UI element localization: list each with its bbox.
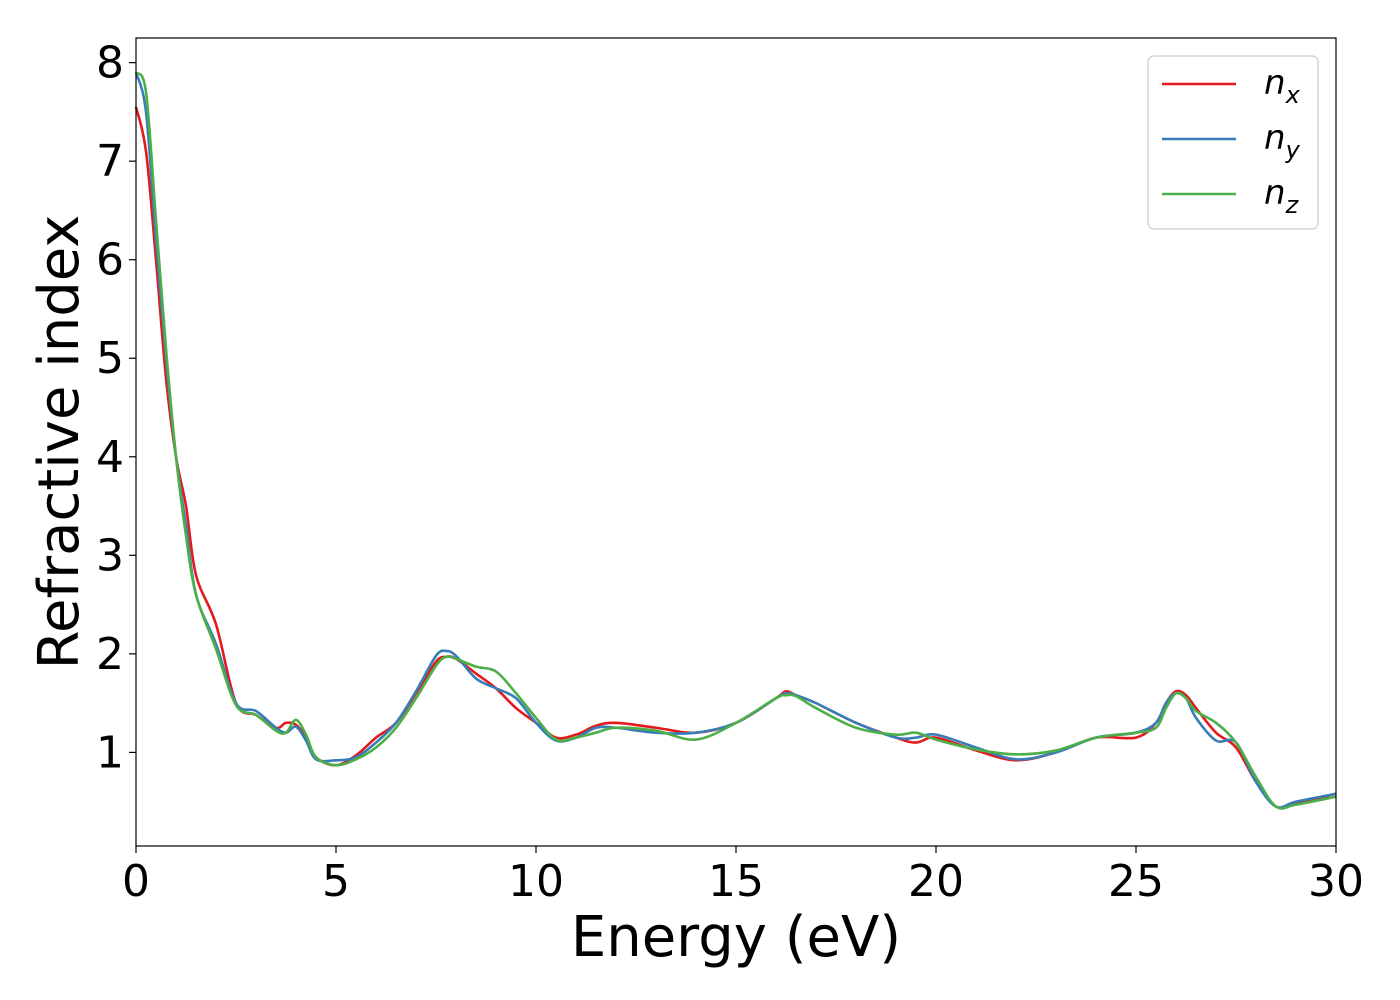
y-axis-ticks: 1 2 3 4 5 6 7 8 (96, 38, 136, 778)
y-tick-label: 7 (96, 136, 124, 187)
x-axis-ticks: 0 5 10 15 20 25 30 (122, 846, 1364, 907)
x-tick-label: 5 (322, 856, 350, 907)
y-tick-label: 6 (96, 235, 124, 286)
x-tick-label: 20 (908, 856, 964, 907)
y-tick-label: 4 (96, 432, 124, 483)
x-tick-label: 10 (508, 856, 564, 907)
y-tick-label: 2 (96, 629, 124, 680)
x-tick-label: 30 (1308, 856, 1364, 907)
legend-subscript: z (1285, 191, 1300, 219)
series-line-z (134, 71, 1337, 810)
y-tick-label: 5 (96, 333, 124, 384)
legend-subscript: y (1285, 136, 1301, 164)
legend-box (1147, 55, 1319, 230)
y-tick-label: 8 (96, 38, 124, 89)
x-axis-title: Energy (eV) (571, 905, 901, 970)
y-tick-label: 3 (96, 530, 124, 581)
x-tick-label: 25 (1108, 856, 1164, 907)
y-axis-title: Refractive index (27, 215, 92, 670)
x-tick-label: 0 (122, 856, 150, 907)
x-tick-label: 15 (708, 856, 764, 907)
legend-subscript: x (1285, 81, 1301, 109)
y-tick-label: 1 (96, 727, 124, 778)
series-layer (134, 71, 1337, 810)
